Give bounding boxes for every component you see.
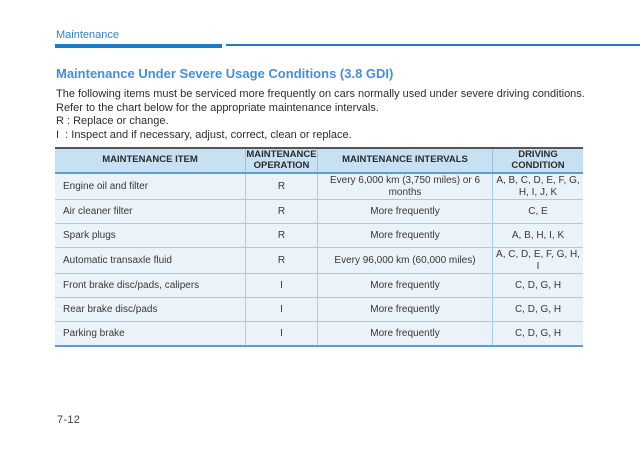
cell-interval: More frequently	[317, 200, 492, 223]
table-row: Engine oil and filter R Every 6,000 km (…	[55, 174, 583, 200]
column-header-driving-condition: DRIVING CONDITION	[492, 149, 583, 172]
cell-condition: C, D, G, H	[492, 322, 583, 345]
column-header-maintenance-operation: MAINTENANCE OPERATION	[245, 149, 317, 172]
cell-item: Engine oil and filter	[63, 180, 149, 192]
cell-operation: I	[245, 274, 317, 297]
table-row: Rear brake disc/pads I More frequently C…	[55, 298, 583, 322]
cell-condition: A, B, C, D, E, F, G, H, I, J, K	[492, 174, 583, 199]
legend-inspect: I : Inspect and if necessary, adjust, co…	[56, 129, 352, 141]
cell-interval: Every 6,000 km (3,750 miles) or 6 months	[317, 174, 492, 199]
cell-condition: C, D, G, H	[492, 274, 583, 297]
cell-item: Air cleaner filter	[63, 205, 133, 217]
page-title: Maintenance Under Severe Usage Condition…	[56, 66, 394, 81]
cell-condition: C, E	[492, 200, 583, 223]
column-header-maintenance-item: MAINTENANCE ITEM	[102, 154, 198, 166]
table-header-row: MAINTENANCE ITEM MAINTENANCE OPERATION M…	[55, 149, 583, 174]
cell-operation: I	[245, 298, 317, 321]
header-underline-bar	[55, 44, 222, 48]
legend-replace: R : Replace or change.	[56, 115, 169, 127]
cell-item: Rear brake disc/pads	[63, 303, 158, 315]
cell-interval: More frequently	[317, 274, 492, 297]
header-rule-line	[226, 44, 640, 46]
table-row: Parking brake I More frequently C, D, G,…	[55, 322, 583, 347]
cell-operation: R	[245, 174, 317, 199]
column-header-maintenance-intervals: MAINTENANCE INTERVALS	[317, 149, 492, 172]
table-row: Front brake disc/pads, calipers I More f…	[55, 274, 583, 298]
maintenance-table: MAINTENANCE ITEM MAINTENANCE OPERATION M…	[55, 147, 583, 347]
cell-interval: More frequently	[317, 224, 492, 247]
cell-condition: C, D, G, H	[492, 298, 583, 321]
cell-condition: A, B, H, I, K	[492, 224, 583, 247]
page-number: 7-12	[57, 414, 81, 426]
cell-item: Automatic transaxle fluid	[63, 254, 172, 266]
table-row: Air cleaner filter R More frequently C, …	[55, 200, 583, 224]
cell-item: Parking brake	[63, 327, 125, 339]
table-row: Spark plugs R More frequently A, B, H, I…	[55, 224, 583, 248]
cell-condition: A, C, D, E, F, G, H, I	[492, 248, 583, 273]
cell-operation: R	[245, 224, 317, 247]
cell-interval: More frequently	[317, 298, 492, 321]
cell-item: Spark plugs	[63, 229, 116, 241]
cell-interval: More frequently	[317, 322, 492, 345]
cell-operation: I	[245, 322, 317, 345]
table-row: Automatic transaxle fluid R Every 96,000…	[55, 248, 583, 274]
cell-item: Front brake disc/pads, calipers	[63, 279, 200, 291]
cell-interval: Every 96,000 km (60,000 miles)	[317, 248, 492, 273]
intro-paragraph: The following items must be serviced mor…	[56, 88, 585, 114]
cell-operation: R	[245, 200, 317, 223]
running-header-label: Maintenance	[56, 29, 119, 41]
cell-operation: R	[245, 248, 317, 273]
